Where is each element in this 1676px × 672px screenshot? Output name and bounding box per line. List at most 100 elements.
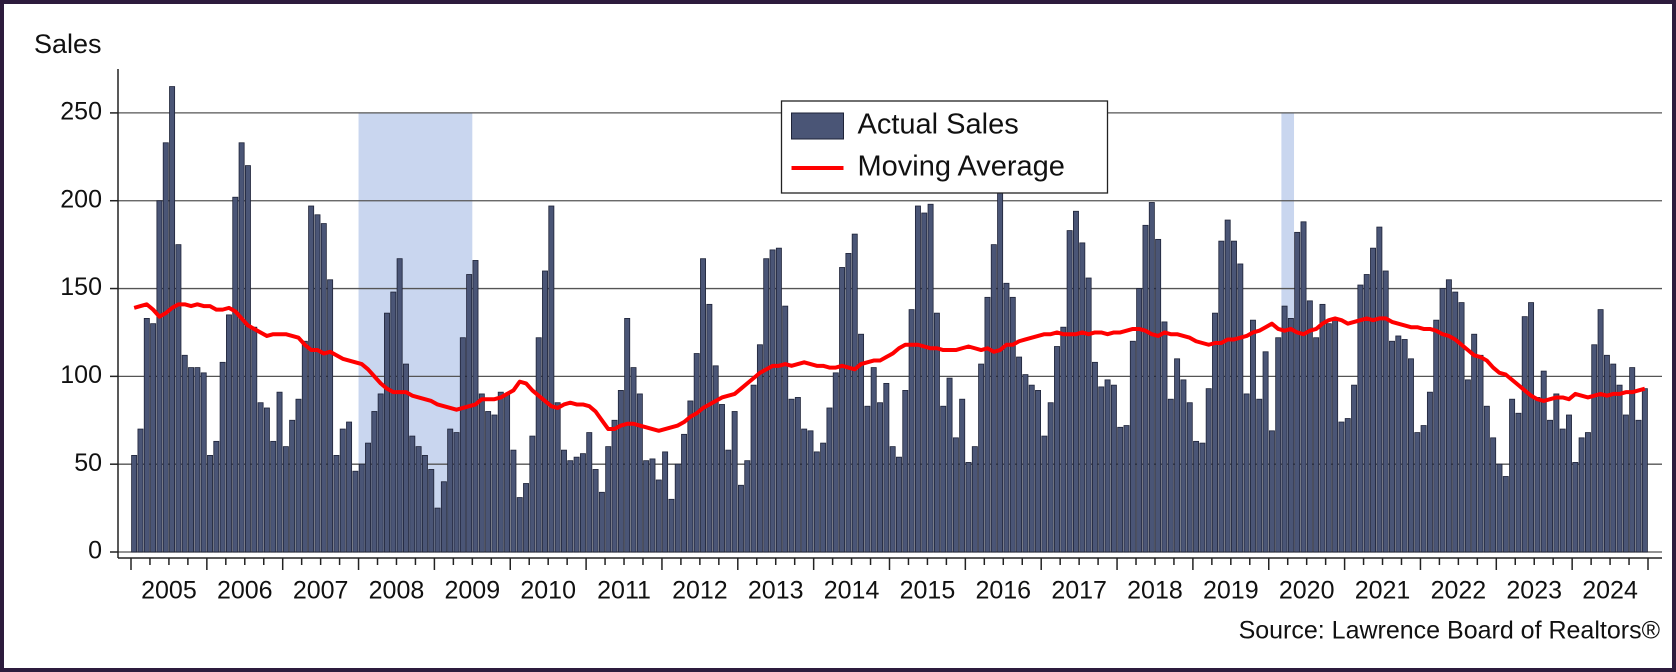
bar [1275,337,1282,553]
bar [845,253,852,553]
bar [1079,242,1086,553]
bar [270,440,277,553]
bar [1641,388,1648,553]
bar [927,203,934,553]
bar [1616,384,1623,553]
bar [1534,397,1541,553]
bar [207,454,213,553]
bar [1110,384,1117,553]
bar [643,460,650,553]
bar [263,407,270,553]
bar [1268,430,1275,553]
bar [1205,388,1212,553]
legend-swatch [791,112,844,140]
bar [1483,405,1490,553]
bar [1313,337,1320,553]
bar [1142,224,1149,553]
bar [820,442,827,553]
bar [681,433,688,553]
bar [131,454,138,553]
bar [365,442,371,553]
bar [137,428,144,553]
x-tick-label: 2007 [293,577,349,605]
bar [314,214,321,553]
bar [308,205,315,553]
y-tick-label: 150 [60,273,102,301]
bar [738,484,744,553]
bar [1091,361,1098,553]
bar [1464,379,1471,553]
bar [1073,210,1079,553]
x-tick-label: 2008 [369,577,425,605]
bar [1161,321,1168,553]
bar [1395,335,1402,553]
bar [1458,302,1465,553]
x-tick-label: 2024 [1582,577,1638,605]
bar [1408,358,1414,553]
bar [1553,393,1560,553]
bar [1559,428,1566,553]
x-tick-label: 2013 [748,577,804,605]
x-tick-label: 2011 [597,577,651,605]
bar [1243,393,1250,553]
bar [858,333,865,553]
bar [434,507,441,553]
bar [485,411,492,553]
moving-average-line [133,302,1646,433]
bar [1566,414,1572,553]
bar [1129,340,1136,553]
bar [1439,288,1446,553]
legend: Actual Sales Moving Average [780,100,1109,194]
x-tick-label: 2012 [672,577,728,605]
x-tick-label: 2014 [824,577,880,605]
bar [143,318,150,553]
bar [1281,305,1288,553]
bar [466,274,473,553]
bar [1509,398,1516,553]
bar [1249,319,1256,553]
bar [933,312,940,553]
bar [946,377,953,553]
y-tick-label: 50 [74,449,102,477]
bar [952,437,959,553]
bar [1603,354,1610,553]
bar [327,279,334,553]
bar [1180,379,1187,553]
bar [421,454,428,553]
bar [251,326,258,553]
bar [219,361,226,553]
bar [295,398,302,553]
bar [447,428,454,553]
bar [516,497,523,553]
bar [257,402,264,553]
x-tick-label: 2019 [1203,577,1259,605]
bar [959,398,966,553]
bar [1098,386,1105,553]
bar [232,196,239,553]
bar [744,460,751,553]
bar [510,449,517,553]
bar [1433,319,1440,553]
y-tick-label: 100 [60,361,102,389]
bar [409,435,416,553]
bar [668,498,675,553]
bar [990,244,997,553]
y-tick-label: 0 [88,537,102,565]
bar [1389,340,1395,553]
bar [1370,247,1377,553]
bar [535,337,542,553]
bar [940,405,947,553]
x-tick-label: 2020 [1279,577,1335,605]
bar [756,344,763,553]
bar [896,456,902,553]
bar [529,435,536,553]
bar [415,446,422,553]
bar [965,462,972,553]
bar [630,367,637,553]
bar [1218,240,1225,553]
bar [194,367,201,553]
bar [984,296,991,553]
bar [617,390,624,553]
bar [1471,333,1478,553]
x-tick-label: 2016 [975,577,1031,605]
